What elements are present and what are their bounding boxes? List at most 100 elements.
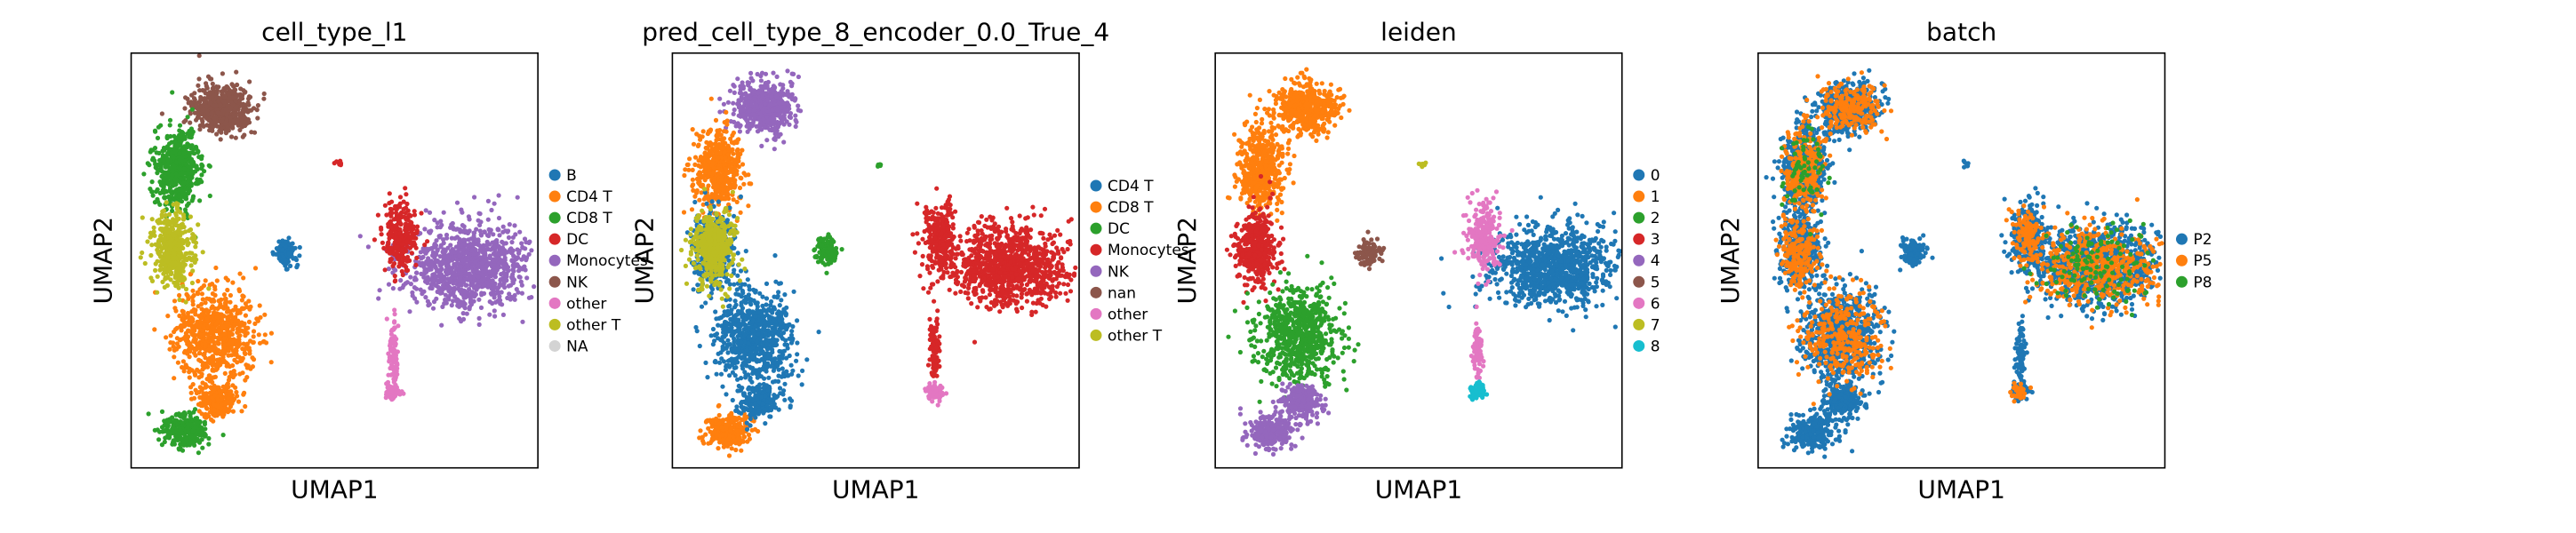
point: [498, 301, 502, 306]
point: [206, 335, 211, 339]
point: [248, 95, 252, 99]
point: [173, 176, 178, 180]
point: [204, 278, 208, 282]
point: [197, 395, 202, 400]
point: [775, 75, 780, 79]
point: [178, 123, 182, 128]
point: [520, 320, 524, 324]
point: [141, 171, 146, 176]
point: [392, 320, 396, 324]
point: [161, 184, 165, 188]
point: [199, 179, 204, 184]
point: [458, 300, 462, 305]
point: [194, 180, 198, 185]
point: [756, 129, 760, 133]
point: [204, 364, 208, 369]
point: [450, 303, 454, 307]
point: [195, 391, 199, 395]
point: [442, 211, 446, 215]
point: [173, 434, 178, 439]
point: [252, 334, 256, 338]
point: [193, 253, 197, 258]
point: [501, 225, 506, 229]
point: [388, 191, 392, 195]
point: [491, 232, 495, 236]
point: [187, 241, 191, 245]
point: [219, 397, 223, 402]
point: [778, 82, 782, 86]
point: [398, 278, 403, 282]
point: [196, 346, 200, 350]
point: [483, 251, 487, 256]
point: [197, 351, 202, 355]
point: [210, 380, 214, 385]
legend-marker: [549, 255, 561, 266]
point: [393, 274, 397, 278]
point: [457, 254, 461, 259]
point: [235, 83, 239, 87]
point: [396, 216, 401, 220]
point: [211, 398, 215, 402]
point: [739, 123, 743, 128]
point: [393, 278, 397, 282]
point: [213, 375, 218, 379]
point: [448, 243, 452, 247]
point: [524, 267, 528, 272]
point: [376, 213, 380, 218]
point: [184, 299, 188, 304]
point: [451, 257, 455, 261]
point: [246, 298, 251, 303]
point: [226, 395, 230, 400]
point: [182, 106, 187, 110]
point: [156, 168, 161, 172]
point: [200, 429, 204, 434]
point: [777, 122, 781, 126]
point: [463, 306, 468, 310]
point: [414, 271, 419, 275]
point: [732, 91, 737, 95]
point: [798, 108, 803, 113]
point: [772, 147, 777, 151]
point: [435, 225, 439, 229]
point: [467, 255, 471, 259]
point: [246, 117, 251, 122]
point: [479, 306, 484, 310]
point: [513, 298, 517, 302]
point: [190, 295, 195, 299]
point: [454, 261, 459, 266]
point: [243, 378, 247, 382]
point: [222, 336, 227, 340]
point: [496, 256, 500, 260]
point: [244, 314, 248, 318]
point: [379, 227, 383, 232]
point: [223, 371, 228, 376]
point: [438, 291, 443, 296]
point: [191, 130, 196, 134]
point: [253, 266, 258, 270]
point: [297, 253, 301, 258]
point: [460, 229, 464, 234]
point: [263, 332, 268, 337]
point: [213, 266, 218, 270]
point: [444, 293, 448, 298]
point: [248, 367, 252, 371]
point: [414, 287, 419, 291]
point: [206, 442, 211, 446]
point: [756, 72, 760, 76]
point: [181, 440, 186, 444]
point: [386, 240, 390, 244]
point: [178, 151, 182, 155]
point: [240, 293, 244, 298]
point: [234, 390, 238, 394]
point: [167, 419, 172, 424]
point: [741, 113, 746, 117]
point: [188, 375, 192, 379]
point: [752, 97, 756, 101]
point: [471, 252, 476, 257]
point: [163, 423, 167, 427]
point: [466, 231, 470, 235]
point: [182, 225, 187, 229]
point: [215, 311, 220, 315]
point: [764, 85, 768, 90]
point: [193, 354, 197, 358]
